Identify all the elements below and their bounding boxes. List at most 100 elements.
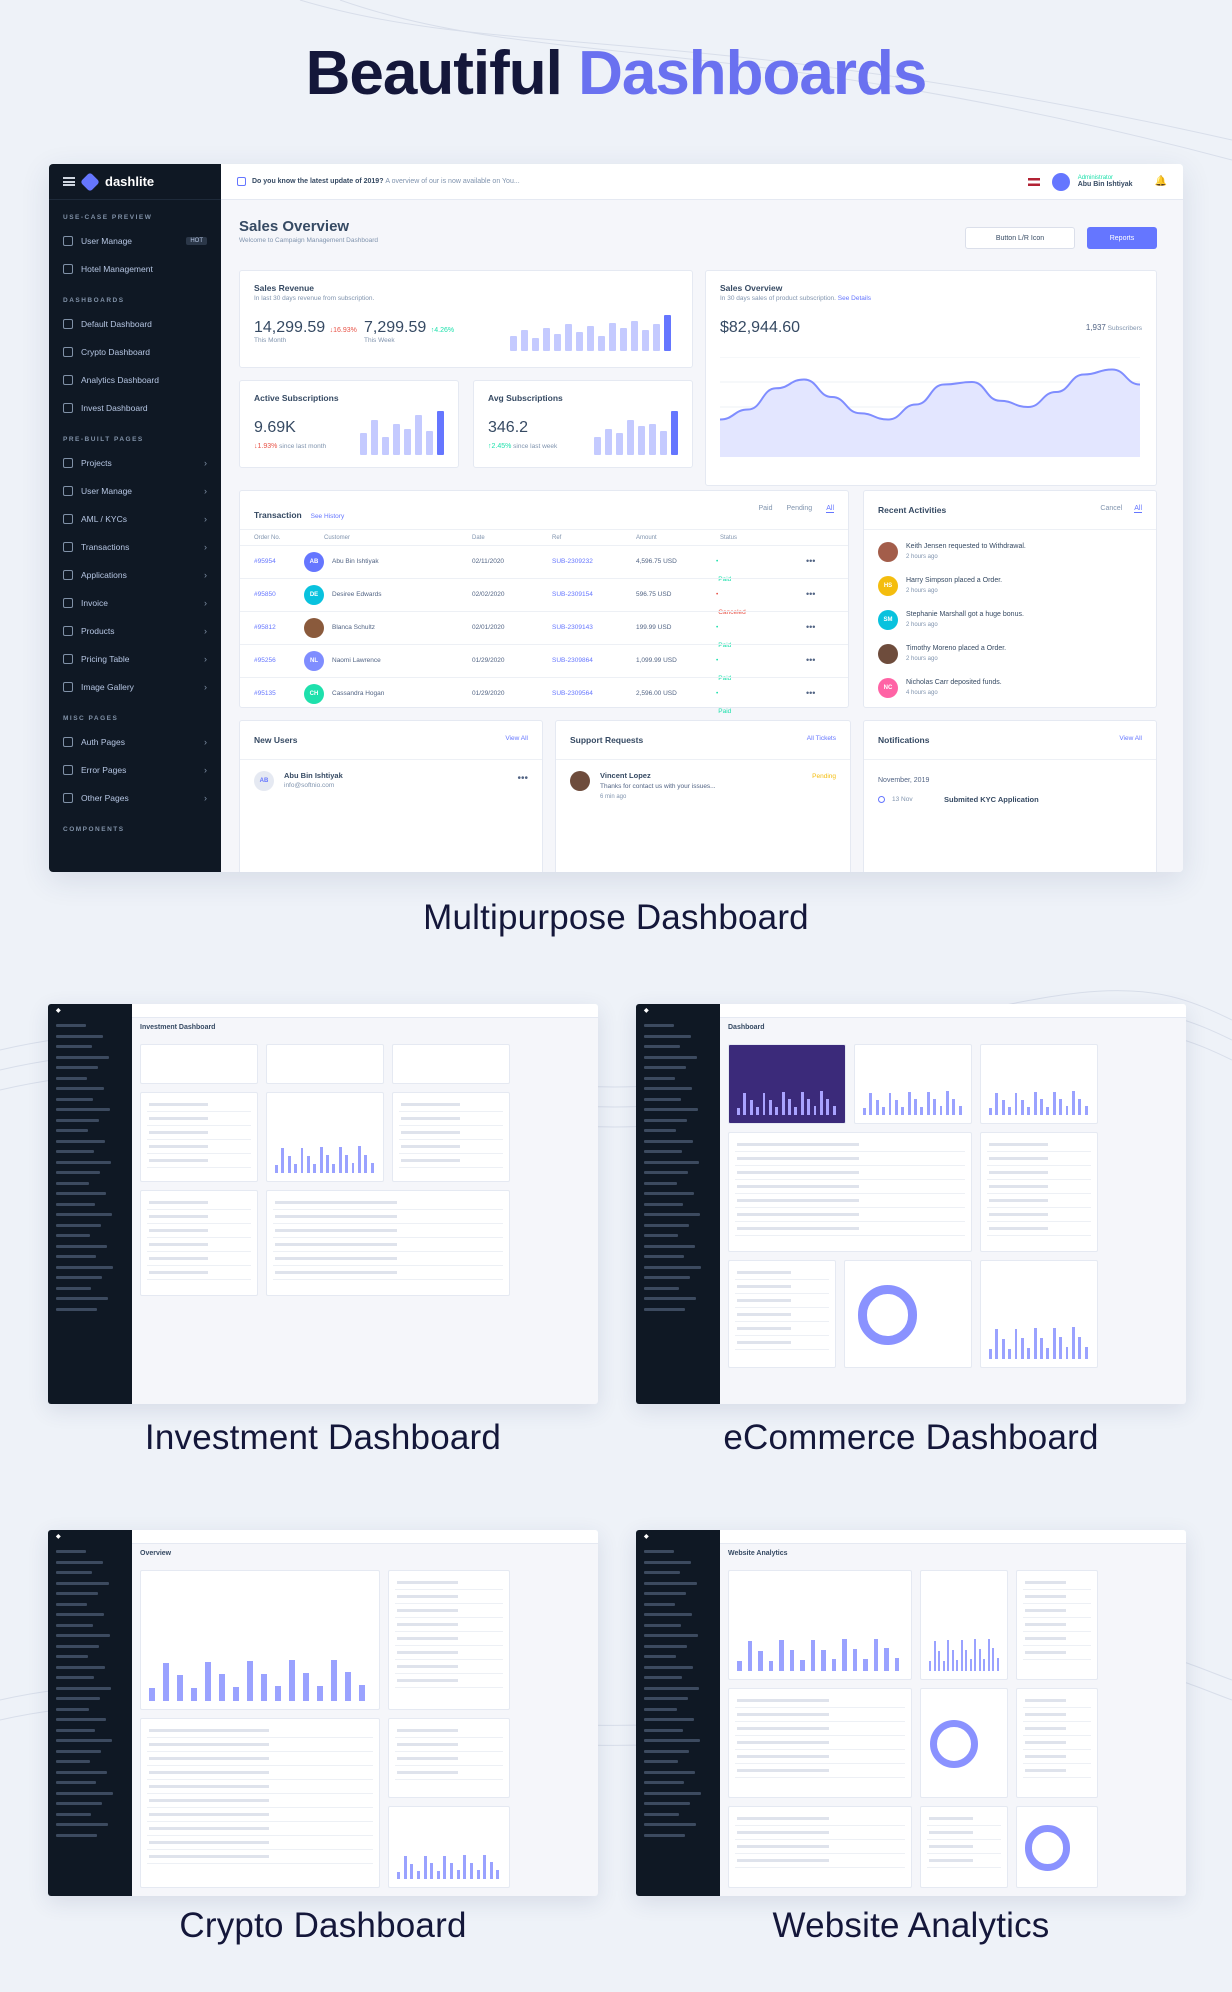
view-all-link[interactable]: View All xyxy=(1119,735,1142,742)
more-icon[interactable]: ••• xyxy=(517,773,528,784)
more-icon[interactable]: ••• xyxy=(806,589,816,599)
order-number[interactable]: #95256 xyxy=(254,657,276,664)
mini-bar xyxy=(1020,1338,1024,1359)
users-icon xyxy=(63,236,73,246)
card-title: Sales Overview xyxy=(720,283,783,293)
sidebar-item-auth-pages[interactable]: Auth Pages › xyxy=(49,728,221,756)
menu-icon[interactable] xyxy=(63,177,75,186)
order-number[interactable]: #95135 xyxy=(254,690,276,697)
active-sub-bar-chart xyxy=(360,411,450,455)
reports-button[interactable]: Reports xyxy=(1087,227,1157,249)
avatar[interactable] xyxy=(1051,172,1070,191)
order-ref[interactable]: SUB-2309143 xyxy=(552,624,593,631)
mini-card xyxy=(1016,1570,1098,1680)
more-icon[interactable]: ••• xyxy=(806,622,816,632)
chart-bar xyxy=(605,428,612,455)
sidebar-item-aml-kycs[interactable]: AML / KYCs › xyxy=(49,505,221,533)
sidebar-item-applications[interactable]: Applications › xyxy=(49,561,221,589)
table-row[interactable]: #95850 DE Desiree Edwards 02/02/2020 SUB-230… xyxy=(240,578,848,616)
mini-row xyxy=(273,1265,503,1266)
table-row[interactable]: #95135 CH Cassandra Hogan 01/29/2020 SUB-230… xyxy=(240,677,848,715)
sidebar-item-invest-dashboard[interactable]: Invest Dashboard xyxy=(49,394,221,422)
order-ref[interactable]: SUB-2309864 xyxy=(552,657,593,664)
pending-status: Pending xyxy=(812,773,836,780)
sidebar-item-image-gallery[interactable]: Image Gallery › xyxy=(49,673,221,701)
mini-row xyxy=(1023,1589,1091,1590)
sidebar-item-analytics-dashboard[interactable]: Analytics Dashboard xyxy=(49,366,221,394)
mini-sidebar-line xyxy=(56,1665,105,1669)
mini-sidebar-line xyxy=(644,1076,675,1080)
menu-item-icon xyxy=(63,626,73,636)
sidebar-item-default-dashboard[interactable]: Default Dashboard xyxy=(49,310,221,338)
status-text: Paid xyxy=(718,642,732,649)
see-history-link[interactable]: See History xyxy=(310,513,345,520)
caption-ecommerce: eCommerce Dashboard xyxy=(723,1418,1099,1457)
mini-sidebar: ◆ xyxy=(48,1530,132,1896)
mini-bar xyxy=(942,1660,945,1671)
mini-sidebar-line xyxy=(644,1602,675,1606)
chart-bar xyxy=(594,437,601,455)
order-ref[interactable]: SUB-2309564 xyxy=(552,690,593,697)
delta-note: since last month xyxy=(279,443,327,450)
sidebar-item-label: Applications xyxy=(81,570,127,580)
bell-icon[interactable]: 🔔 xyxy=(1154,176,1167,187)
order-number[interactable]: #95850 xyxy=(254,591,276,598)
mini-row-text xyxy=(149,1729,269,1732)
user-dropdown[interactable]: Administrator Abu Bin Ishtiyak xyxy=(1078,175,1133,188)
mini-row xyxy=(147,1863,373,1864)
table-row[interactable]: #95812 Blanca Schultz 02/01/2020 SUB-230914… xyxy=(240,611,848,649)
activity-time: 2 hours ago xyxy=(906,622,938,628)
sidebar-item-hotel-management[interactable]: Hotel Management xyxy=(49,255,221,283)
notifications-card: Notifications View All November, 2019 13… xyxy=(863,720,1157,872)
flag-icon[interactable] xyxy=(1027,177,1040,186)
sidebar-item-user-manage[interactable]: User Manage › xyxy=(49,477,221,505)
menu-item-icon xyxy=(63,793,73,803)
sidebar-item-user-manage[interactable]: User Manage HOT xyxy=(49,227,221,255)
more-icon[interactable]: ••• xyxy=(806,556,816,566)
view-all-link[interactable]: View All xyxy=(505,735,528,742)
mini-row-text xyxy=(275,1215,397,1218)
mini-row xyxy=(399,1153,503,1154)
delta-value: 16.93% xyxy=(333,327,357,334)
tab-cancel[interactable]: Cancel xyxy=(1100,505,1123,512)
chevron-right-icon: › xyxy=(204,486,207,496)
more-icon[interactable]: ••• xyxy=(806,688,816,698)
see-details-link[interactable]: See Details xyxy=(837,295,872,302)
order-number[interactable]: #95954 xyxy=(254,558,276,565)
order-ref[interactable]: SUB-2309154 xyxy=(552,591,593,598)
table-row[interactable]: #95954 AB Abu Bin Ishtiyak 02/11/2020 SUB-23… xyxy=(240,545,848,583)
order-number[interactable]: #95812 xyxy=(254,624,276,631)
sidebar-item-products[interactable]: Products › xyxy=(49,617,221,645)
sales-overview-value: $82,944.60 xyxy=(720,319,801,336)
more-icon[interactable]: ••• xyxy=(806,655,816,665)
tab-all[interactable]: All xyxy=(1134,505,1142,513)
mini-sidebar-line xyxy=(644,1791,701,1795)
tab-paid[interactable]: Paid xyxy=(758,505,773,512)
mini-row xyxy=(395,1645,503,1646)
table-row[interactable]: #95256 NL Naomi Lawrence 01/29/2020 SUB-2309… xyxy=(240,644,848,682)
sidebar-item-pricing-table[interactable]: Pricing Table › xyxy=(49,645,221,673)
tab-pending[interactable]: Pending xyxy=(786,505,813,512)
mini-row xyxy=(987,1165,1091,1166)
sidebar-item-projects[interactable]: Projects › xyxy=(49,449,221,477)
order-ref[interactable]: SUB-2309232 xyxy=(552,558,593,565)
mini-row xyxy=(735,1321,829,1322)
sidebar-item-other-pages[interactable]: Other Pages › xyxy=(49,784,221,812)
page-title-text: Sales Overview xyxy=(239,218,350,235)
mini-bar xyxy=(326,1155,329,1173)
all-tickets-link[interactable]: All Tickets xyxy=(806,735,836,742)
sidebar-item-transactions[interactable]: Transactions › xyxy=(49,533,221,561)
mini-sidebar-line xyxy=(56,1297,108,1300)
tab-all[interactable]: All xyxy=(826,505,834,513)
investment-dashboard-preview: ◆ Investment Dashboard xyxy=(48,1004,598,1404)
button-lr-icon[interactable]: Button L/R Icon xyxy=(965,227,1075,249)
mini-bar xyxy=(313,1164,317,1173)
revenue-week-value: 7,299.59 xyxy=(364,319,427,336)
sidebar-item-invoice[interactable]: Invoice › xyxy=(49,589,221,617)
sidebar-item-crypto-dashboard[interactable]: Crypto Dashboard xyxy=(49,338,221,366)
sidebar-item-error-pages[interactable]: Error Pages › xyxy=(49,756,221,784)
sidebar-logo[interactable]: dashlite xyxy=(49,164,221,200)
notice-headline[interactable]: Do you know the latest update of 2019? xyxy=(252,178,384,185)
mini-card xyxy=(728,1132,972,1252)
card-title: Support Requests xyxy=(570,735,644,745)
